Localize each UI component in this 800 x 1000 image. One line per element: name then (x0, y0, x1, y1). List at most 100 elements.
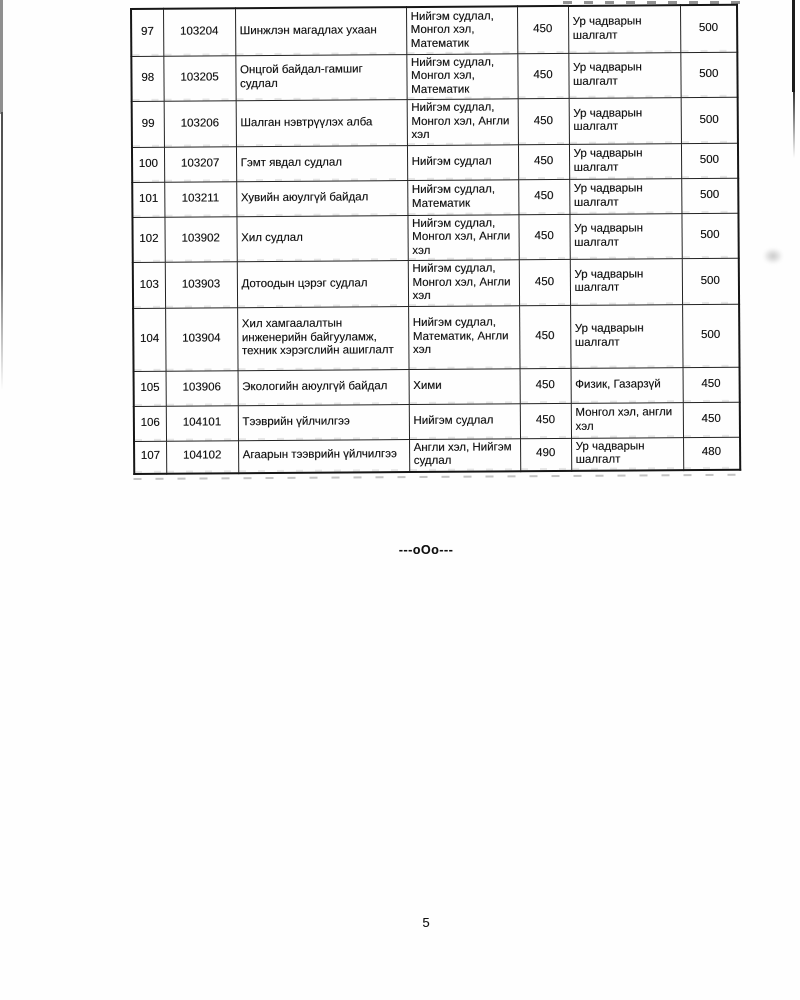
cell-exam-subjects: Нийгэм судлал, Монгол хэл, Англи хэл (406, 98, 518, 146)
table-row: 106 104101 Тээврийн үйлчилгээ Нийгэм суд… (133, 401, 741, 441)
cell-extra-exam: Ур чадварын шалгалт (569, 258, 683, 305)
admission-requirements-table: 97 103204 Шинжлэн магадлах ухаан Нийгэм … (130, 3, 742, 475)
scan-artifact-left-bar (0, 0, 3, 114)
cell-program-code: 104101 (165, 405, 239, 441)
cell-threshold-score: 450 (518, 178, 570, 215)
cell-extra-score: 480 (683, 436, 741, 470)
cell-extra-score: 500 (680, 97, 738, 144)
scan-artifact-left-line (1, 112, 3, 390)
table-row: 107 104102 Агаарын тээврийн үйлчилгээ Ан… (134, 436, 741, 474)
cell-extra-score: 450 (682, 366, 740, 403)
cell-extra-exam: Ур чадварын шалгалт (569, 178, 682, 214)
cell-exam-subjects: Нийгэм судлал (408, 403, 521, 440)
cell-threshold-score: 450 (518, 259, 571, 306)
table-row: 101 103211 Хувийн аюулгүй байдал Нийгэм … (132, 177, 739, 217)
cell-row-number: 100 (131, 146, 165, 182)
cell-program-name: Гэмт явдал судлал (235, 145, 408, 182)
cell-extra-score: 500 (681, 212, 739, 259)
scan-artifact-right-line (793, 92, 795, 158)
cell-exam-subjects: Нийгэм судлал, Монгол хэл, Математик (406, 6, 518, 55)
cell-program-name: Экологийн аюулгүй байдал (237, 369, 409, 406)
cell-row-number: 101 (132, 181, 165, 217)
table-row: 100 103207 Гэмт явдал судлал Нийгэм судл… (131, 142, 739, 182)
cell-threshold-score: 450 (517, 52, 569, 99)
cell-program-code: 103906 (165, 370, 238, 406)
cell-extra-score: 500 (681, 258, 740, 305)
cell-exam-subjects: Нийгэм судлал, Монгол хэл, Англи хэл (407, 214, 519, 261)
cell-program-name: Тээврийн үйлчилгээ (237, 404, 410, 441)
cell-row-number: 105 (133, 370, 166, 406)
table-body: 97 103204 Шинжлэн магадлах ухаан Нийгэм … (131, 4, 741, 474)
cell-threshold-score: 450 (518, 213, 570, 260)
cell-extra-score: 500 (681, 177, 739, 214)
cell-exam-subjects: Хими (408, 368, 520, 405)
cell-extra-exam: Монгол хэл, англи хэл (570, 402, 684, 438)
cell-threshold-score: 450 (516, 5, 569, 54)
cell-program-code: 103903 (164, 261, 238, 308)
cell-extra-exam: Ур чадварын шалгалт (568, 52, 681, 99)
cell-program-code: 103206 (163, 100, 236, 147)
cell-extra-exam: Ур чадварын шалгалт (568, 97, 681, 144)
scan-artifact-smudge (763, 248, 783, 264)
cell-extra-score: 500 (680, 142, 739, 179)
cell-threshold-score: 450 (517, 143, 570, 180)
scan-artifact-right-bar (792, 0, 795, 92)
table-row: 98 103205 Онцгой байдал-гамшиг судлал Ни… (131, 51, 738, 102)
cell-program-name: Хил судлал (236, 215, 408, 262)
scan-artifact-bottom-dashes (133, 473, 738, 480)
cell-program-code: 103205 (163, 55, 236, 102)
cell-extra-exam: Физик, Газарзүй (570, 367, 683, 403)
section-end-marker: ---oOo--- (398, 543, 454, 557)
cell-extra-score: 500 (682, 303, 740, 368)
cell-row-number: 106 (133, 405, 167, 441)
cell-program-code: 103211 (164, 181, 237, 217)
cell-row-number: 97 (131, 8, 164, 56)
table-row: 104 103904 Хил хамгаалалтын инженерийн б… (133, 303, 740, 371)
table-row: 102 103902 Хил судлал Нийгэм судлал, Мон… (132, 212, 739, 263)
cell-row-number: 98 (131, 55, 164, 102)
cell-exam-subjects: Нийгэм судлал (406, 144, 519, 181)
cell-exam-subjects: Англи хэл, Нийгэм судлал (409, 438, 521, 472)
cell-extra-exam: Ур чадварын шалгалт (569, 213, 682, 260)
cell-extra-score: 500 (680, 51, 738, 98)
cell-extra-exam: Ур чадварын шалгалт (568, 143, 682, 179)
cell-threshold-score: 490 (520, 437, 572, 471)
cell-program-name: Агаарын тээврийн үйлчилгээ (238, 439, 410, 473)
table-row: 105 103906 Экологийн аюулгүй байдал Хими… (133, 366, 740, 406)
cell-exam-subjects: Нийгэм судлал, Монгол хэл, Математик (406, 53, 518, 100)
cell-row-number: 103 (132, 262, 166, 308)
cell-extra-exam: Ур чадварын шалгалт (571, 437, 684, 471)
cell-exam-subjects: Нийгэм судлал, Математик, Англи хэл (408, 305, 520, 370)
cell-program-name: Шалган нэвтрүүлэх алба (235, 99, 407, 147)
cell-extra-score: 450 (682, 401, 741, 438)
cell-program-name: Дотоодын цэрэг судлал (236, 260, 409, 308)
cell-threshold-score: 450 (519, 304, 571, 369)
admission-table-wrap: 97 103204 Шинжлэн магадлах ухаан Нийгэм … (130, 3, 742, 480)
table-row: 99 103206 Шалган нэвтрүүлэх алба Нийгэм … (131, 97, 738, 147)
cell-program-code: 103207 (163, 146, 237, 182)
table-row: 103 103903 Дотоодын цэрэг судлал Нийгэм … (132, 258, 740, 308)
cell-exam-subjects: Нийгэм судлал, Математик (407, 179, 519, 216)
cell-row-number: 99 (131, 101, 164, 147)
cell-row-number: 102 (132, 216, 165, 263)
cell-threshold-score: 450 (519, 402, 572, 439)
cell-extra-exam: Ур чадварын шалгалт (567, 5, 681, 53)
cell-program-code: 103904 (165, 307, 238, 371)
cell-threshold-score: 450 (517, 98, 569, 145)
cell-exam-subjects: Нийгэм судлал, Монгол хэл, Англи хэл (407, 259, 520, 307)
cell-program-name: Хувийн аюулгүй байдал (236, 180, 408, 217)
cell-threshold-score: 450 (519, 367, 571, 404)
cell-extra-score: 500 (679, 4, 738, 53)
cell-extra-exam: Ур чадварын шалгалт (570, 304, 683, 368)
table-row: 97 103204 Шинжлэн магадлах ухаан Нийгэм … (131, 4, 738, 56)
cell-program-code: 103204 (163, 8, 236, 56)
cell-program-name: Онцгой байдал-гамшиг судлал (235, 54, 407, 101)
cell-program-name: Шинжлэн магадлах ухаан (235, 7, 407, 56)
cell-row-number: 107 (134, 440, 167, 474)
cell-program-code: 103902 (164, 216, 237, 263)
cell-program-code: 104102 (166, 440, 239, 474)
cell-program-name: Хил хамгаалалтын инженерийн байгууламж, … (237, 306, 409, 371)
cell-row-number: 104 (133, 307, 166, 371)
page-number: 5 (422, 915, 430, 930)
